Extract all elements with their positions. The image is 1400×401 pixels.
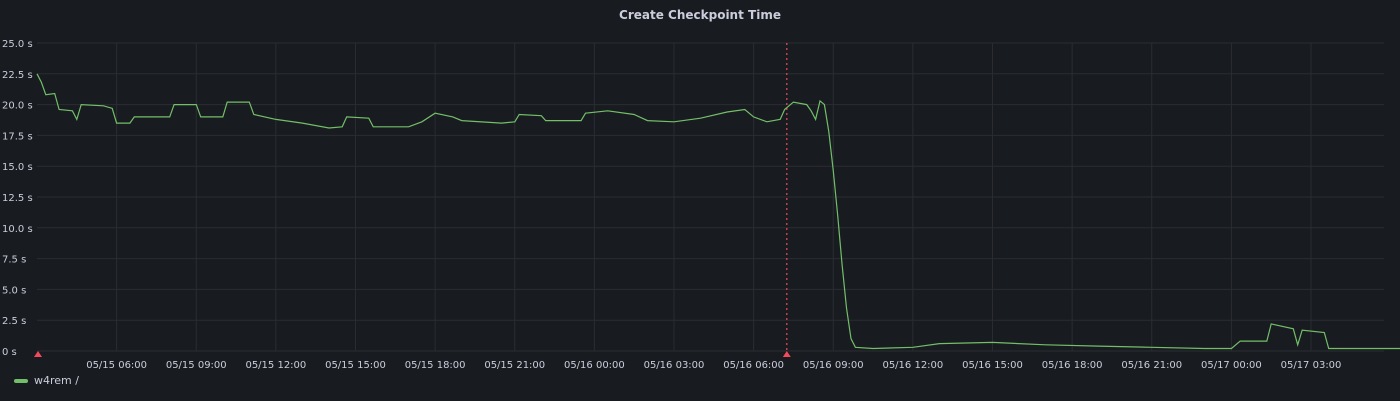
x-tick-label: 05/16 18:00 bbox=[1042, 360, 1103, 371]
y-tick-label: 17.5 s bbox=[2, 131, 33, 142]
y-tick-label: 22.5 s bbox=[2, 70, 33, 81]
y-tick-label: 5.0 s bbox=[2, 285, 26, 296]
x-tick-label: 05/15 18:00 bbox=[405, 360, 466, 371]
x-tick-label: 05/16 06:00 bbox=[723, 360, 784, 371]
y-tick-label: 0 s bbox=[2, 347, 17, 358]
range-start-marker bbox=[34, 351, 42, 357]
x-tick-label: 05/15 21:00 bbox=[484, 360, 545, 371]
x-tick-label: 05/15 15:00 bbox=[325, 360, 386, 371]
y-tick-label: 15.0 s bbox=[2, 162, 33, 173]
legend-swatch bbox=[14, 378, 28, 383]
y-tick-label: 25.0 s bbox=[2, 39, 33, 50]
x-tick-label: 05/15 06:00 bbox=[86, 360, 147, 371]
legend[interactable]: w4rem / bbox=[14, 374, 79, 387]
y-tick-label: 10.0 s bbox=[2, 224, 33, 235]
chart-title: Create Checkpoint Time bbox=[619, 8, 781, 22]
x-tick-label: 05/16 00:00 bbox=[564, 360, 625, 371]
x-tick-label: 05/15 12:00 bbox=[245, 360, 306, 371]
x-tick-label: 05/17 00:00 bbox=[1201, 360, 1262, 371]
series-line bbox=[36, 73, 1400, 350]
x-tick-label: 05/16 09:00 bbox=[803, 360, 864, 371]
x-tick-label: 05/17 03:00 bbox=[1281, 360, 1342, 371]
x-tick-label: 05/15 09:00 bbox=[166, 360, 227, 371]
legend-label: w4rem / bbox=[34, 374, 79, 387]
y-tick-label: 12.5 s bbox=[2, 193, 33, 204]
y-tick-label: 2.5 s bbox=[2, 316, 26, 327]
x-tick-label: 05/16 15:00 bbox=[962, 360, 1023, 371]
y-tick-label: 20.0 s bbox=[2, 101, 33, 112]
y-tick-label: 7.5 s bbox=[2, 255, 26, 266]
x-tick-label: 05/16 12:00 bbox=[882, 360, 943, 371]
x-tick-label: 05/16 03:00 bbox=[644, 360, 705, 371]
x-tick-label: 05/16 21:00 bbox=[1121, 360, 1182, 371]
annotation-marker bbox=[782, 351, 791, 357]
